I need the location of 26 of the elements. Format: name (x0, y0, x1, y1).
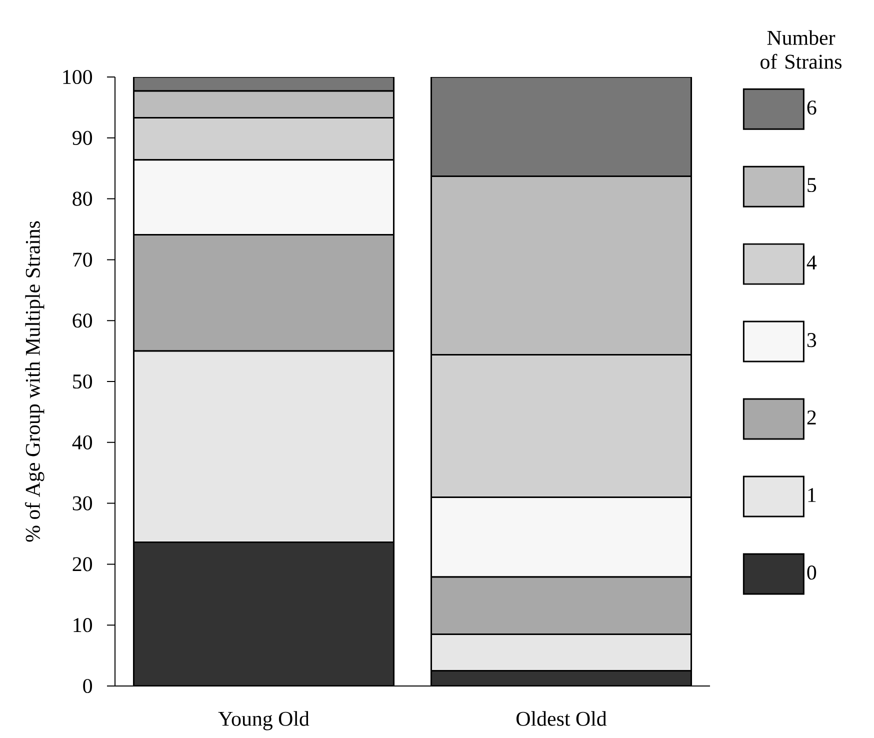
legend-label: 4 (806, 256, 817, 270)
y-tick-label: 40 (72, 435, 92, 450)
legend-label: 6 (807, 100, 816, 115)
y-tick-label: 60 (72, 314, 92, 328)
bar (430, 76, 692, 178)
bar (430, 670, 692, 686)
y-tick-label: 10 (74, 618, 92, 632)
legend-label: 1 (808, 488, 816, 502)
legend-label: 5 (808, 178, 816, 192)
y-tick-label: 0 (83, 678, 92, 694)
y-tick-label: 90 (72, 130, 92, 145)
legend-label: 2 (807, 410, 816, 424)
bar (132, 542, 395, 686)
y-axis-title: % of Age Group with Multiple Strains (24, 221, 44, 542)
y-tick-label: 80 (72, 192, 92, 206)
y-tick-label: 100 (63, 70, 92, 84)
bar (132, 76, 395, 92)
legend-label: 0 (807, 566, 816, 580)
legend-label: 3 (807, 333, 816, 348)
legend-title: Number of Strains (760, 30, 842, 69)
y-tick-label: 30 (72, 496, 92, 510)
y-tick-label: 70 (73, 252, 92, 267)
y-tick-label: 50 (73, 374, 92, 389)
y-tick-label: 20 (72, 557, 92, 572)
x-tick-label: Young Old (218, 711, 310, 730)
x-tick-label: Oldest Old (516, 711, 607, 726)
